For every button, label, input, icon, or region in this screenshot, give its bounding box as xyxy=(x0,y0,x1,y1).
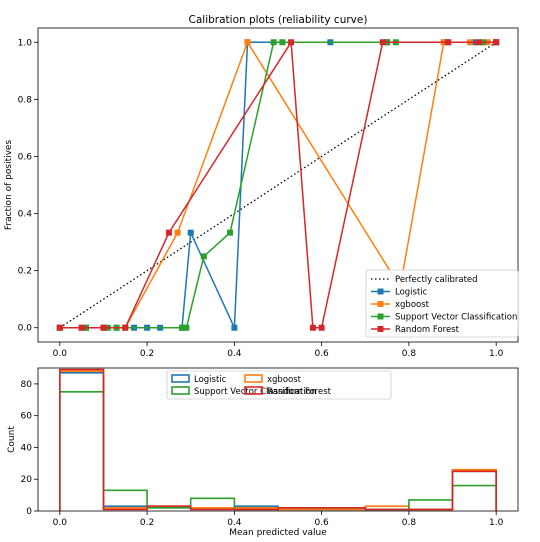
x-tick-label: 1.0 xyxy=(489,518,504,528)
legend-marker-xgboost xyxy=(377,301,384,307)
y-tick-label: 0.6 xyxy=(18,152,33,162)
legend-swatch-support-vector-classification xyxy=(171,386,190,395)
y-tick-label: 80 xyxy=(21,380,33,390)
legend-label-support-vector-classification: Support Vector Classification xyxy=(395,313,517,323)
random-forest-point xyxy=(122,324,129,331)
random-forest-point xyxy=(309,324,316,331)
legend-marker-random-forest xyxy=(377,326,384,332)
legend-swatch-xgboost xyxy=(244,374,263,383)
perfectly-calibrated-line xyxy=(59,41,497,329)
support-vector-classification-point xyxy=(183,324,190,331)
support-vector-classification-point xyxy=(200,253,207,260)
random-forest-point xyxy=(318,324,325,331)
x-tick-label: 0.4 xyxy=(227,349,242,359)
x-tick-label: 0.4 xyxy=(227,518,242,528)
legend-label-xgboost: xgboost xyxy=(267,375,302,385)
legend-box xyxy=(365,269,519,338)
random-forest-point xyxy=(100,324,107,331)
support-vector-classification-point xyxy=(179,324,185,331)
plot-frame xyxy=(37,27,519,343)
random-forest-point xyxy=(493,39,500,46)
logistic-point xyxy=(231,324,238,331)
legend-label-random-forest: Random Forest xyxy=(267,387,332,397)
support-vector-classification-point xyxy=(227,229,233,236)
x-tick-label: 1.0 xyxy=(489,349,504,359)
legend-label-logistic: Logistic xyxy=(194,375,227,385)
random-forest-histogram xyxy=(59,368,497,511)
x-tick-label: 0.2 xyxy=(140,518,154,528)
random-forest-point xyxy=(56,324,63,331)
y-tick-label: 0.2 xyxy=(18,267,32,277)
random-forest-point xyxy=(165,229,172,236)
legend-marker-logistic xyxy=(377,288,384,295)
x-tick-label: 0.0 xyxy=(53,518,68,528)
y-axis-label: Count xyxy=(7,426,17,453)
random-forest-point xyxy=(445,39,452,46)
logistic-point xyxy=(187,229,194,236)
legend-label-perfectly-calibrated: Perfectly calibrated xyxy=(395,275,478,285)
x-tick-label: 0.0 xyxy=(53,349,68,359)
legend-swatch-logistic xyxy=(171,374,190,383)
random-forest-point xyxy=(78,324,85,331)
y-tick-label: 0.4 xyxy=(18,210,33,220)
legend-box xyxy=(166,370,392,400)
y-tick-label: 40 xyxy=(21,443,33,453)
support-vector-classification-point xyxy=(279,39,286,46)
x-axis-label: Mean predicted value xyxy=(229,528,327,538)
legend-marker-support-vector-classification xyxy=(377,313,384,320)
random-forest-point xyxy=(288,39,295,46)
x-tick-label: 0.8 xyxy=(402,518,417,528)
y-tick-label: 0 xyxy=(26,507,32,517)
legend-label-random-forest: Random Forest xyxy=(395,325,460,335)
y-tick-label: 0.8 xyxy=(18,95,33,105)
x-tick-label: 0.2 xyxy=(140,349,154,359)
y-axis-label: Fraction of positives xyxy=(4,140,14,231)
legend-swatch-random-forest xyxy=(244,386,263,395)
random-forest-point xyxy=(475,39,482,46)
xgboost-point xyxy=(244,39,251,46)
random-forest-point xyxy=(379,39,386,46)
xgboost-point xyxy=(174,229,181,236)
calibration-plot: Calibration plots (reliability curve) Fra… xyxy=(4,14,519,359)
y-tick-label: 1.0 xyxy=(18,38,33,48)
histogram-plot: Mean predicted value Count 0.0 0.2 0.4 0.6 0.8… xyxy=(7,367,519,538)
legend-label-support-vector-classification: Support Vector Classification xyxy=(194,387,316,397)
plot-frame xyxy=(37,367,519,512)
support-vector-classification-point xyxy=(270,39,277,46)
chart-title: Calibration plots (reliability curve) xyxy=(189,14,368,26)
x-tick-label: 0.6 xyxy=(314,349,329,359)
legend-label-logistic: Logistic xyxy=(395,288,428,298)
support-vector-classification-histogram xyxy=(59,391,497,511)
y-tick-label: 20 xyxy=(21,475,33,485)
legend-label-xgboost: xgboost xyxy=(395,300,430,310)
x-tick-label: 0.8 xyxy=(402,349,417,359)
random-forest-line xyxy=(59,40,497,329)
y-tick-label: 0.0 xyxy=(18,324,33,334)
x-tick-label: 0.6 xyxy=(314,518,329,528)
y-tick-label: 60 xyxy=(21,412,33,422)
